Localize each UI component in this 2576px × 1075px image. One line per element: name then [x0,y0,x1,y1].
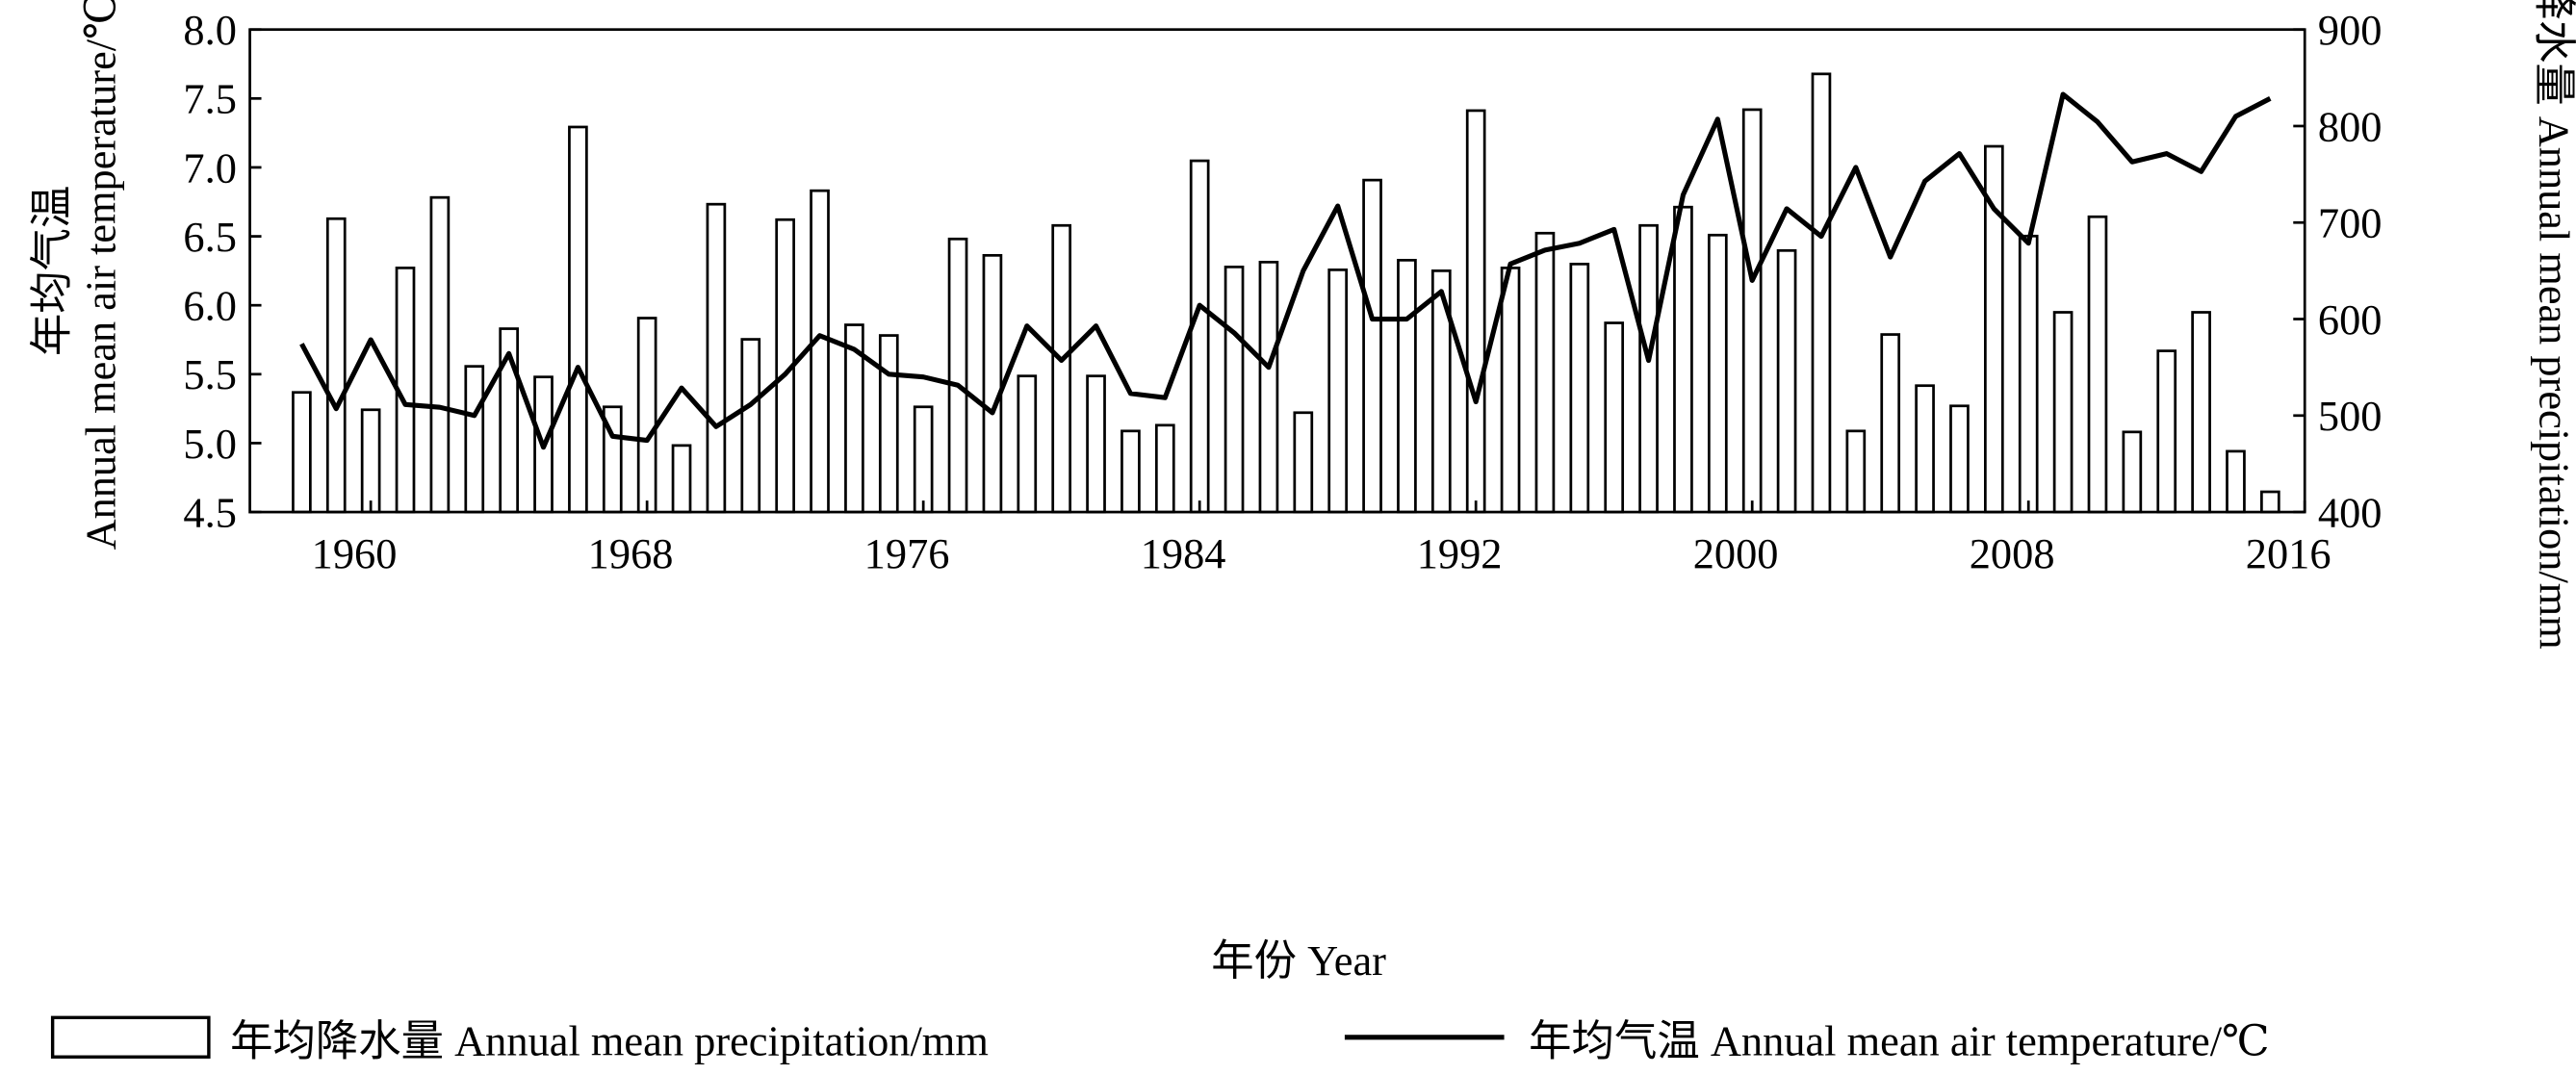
bar [878,334,899,514]
bar [1811,72,1832,514]
bar [429,195,451,514]
bar [1569,262,1590,514]
y2-tick-label: 400 [2318,488,2383,536]
bar [2087,215,2108,514]
y-axis-label: 年均气温 [27,186,75,356]
bar [1776,248,1797,514]
y-tick-label: 4.5 [183,488,236,536]
x-tick-label: 2016 [2246,529,2331,577]
bar [1224,266,1245,514]
bar [1293,411,1314,514]
bar [2052,311,2074,514]
bar [1397,258,1417,514]
bar [1500,267,1521,514]
plot-frame [248,28,2306,514]
y-tick-label: 8.0 [183,6,236,54]
bar [740,338,761,514]
y2-tick-label: 800 [2318,102,2383,150]
x-tick-label: 1984 [1141,529,1226,577]
bar [636,317,657,514]
x-tick-label: 2008 [1970,529,2055,577]
y2-tick-label: 700 [2318,199,2383,247]
y-tick-label: 7.0 [183,143,236,192]
x-tick-label: 1968 [588,529,674,577]
bar [1534,231,1556,514]
bar [913,405,934,514]
y2-tick-label: 900 [2318,6,2383,54]
y-tick-label: 6.0 [183,282,236,330]
legend-label: 年均降水量 Annual mean precipitation/mm [230,1017,989,1065]
bar [706,202,727,514]
bar [292,391,312,514]
y2-axis-label: 年均降水量 Annual mean precipitation/mm [2530,0,2576,650]
bar [982,253,1003,514]
bar [2018,234,2039,514]
bar [464,365,485,514]
y2-tick-label: 500 [2318,392,2383,440]
bar [1638,223,1659,514]
bar [1051,223,1072,514]
bar [360,408,381,514]
bar [1880,333,1901,514]
legend-label: 年均气温 Annual mean air temperature/℃ [1529,1017,2270,1065]
bar [1604,321,1625,514]
bar [1741,108,1763,514]
y-tick-label: 5.5 [183,350,236,398]
bar [1189,159,1210,514]
bar [568,125,588,514]
x-tick-label: 2000 [1693,529,1779,577]
bar [1327,269,1349,514]
bar [1915,384,1935,514]
line [299,91,2272,450]
x-tick-label: 1976 [864,529,950,577]
bar [2191,311,2211,514]
bar [1086,374,1106,514]
bar [1949,404,1970,514]
bar [1154,423,1175,514]
bar [2122,430,2143,514]
y-tick-label: 5.0 [183,420,236,468]
bar [1017,374,1038,514]
y-tick-label: 7.5 [183,75,236,123]
bar [947,237,968,514]
y2-tick-label: 600 [2318,295,2383,344]
bar [325,217,347,514]
bar [671,444,692,514]
x-axis-label: 年份 Year [1211,936,1386,985]
bar [1673,205,1693,514]
y-tick-label: 6.5 [183,213,236,261]
bar [2226,449,2246,514]
y-axis-label: Annual mean air temperature/℃ [77,0,125,550]
x-tick-label: 1992 [1417,529,1503,577]
legend-swatch [50,1015,211,1059]
bar [1121,429,1141,514]
bar [2156,349,2177,514]
bar [1362,178,1382,514]
x-tick-label: 1960 [312,529,398,577]
bar [1258,260,1279,514]
bar [1845,429,1867,514]
bar [1465,109,1486,514]
bar [810,189,830,514]
bar [1707,233,1728,514]
bar [2260,490,2280,514]
